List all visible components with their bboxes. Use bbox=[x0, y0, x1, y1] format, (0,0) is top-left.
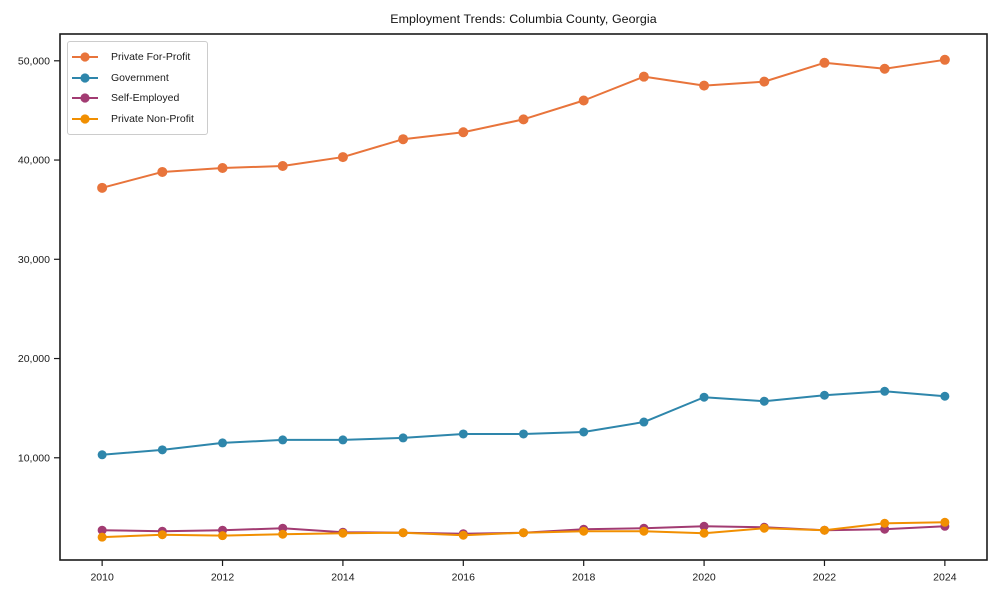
data-point bbox=[278, 435, 288, 445]
data-point bbox=[218, 531, 228, 541]
data-point bbox=[278, 529, 288, 539]
legend-item-government: Government bbox=[72, 68, 194, 89]
data-point bbox=[578, 95, 589, 106]
data-point bbox=[398, 134, 409, 145]
legend-label: Private For-Profit bbox=[111, 51, 191, 64]
plot-frame bbox=[59, 33, 988, 561]
data-point bbox=[579, 427, 589, 437]
data-point bbox=[97, 182, 108, 193]
data-point bbox=[157, 530, 167, 540]
data-point bbox=[579, 526, 589, 536]
data-point bbox=[759, 76, 770, 87]
data-point bbox=[699, 80, 710, 91]
data-point bbox=[338, 435, 348, 445]
legend-item-self-employed: Self-Employed bbox=[72, 88, 194, 109]
data-point bbox=[639, 526, 649, 536]
data-point bbox=[458, 530, 468, 540]
data-point bbox=[519, 528, 528, 538]
x-tick-label: 2010 bbox=[90, 572, 114, 584]
x-tick-label: 2024 bbox=[933, 572, 957, 584]
y-tick-label: 50,000 bbox=[18, 55, 50, 67]
data-point bbox=[518, 114, 529, 125]
y-tick-label: 40,000 bbox=[18, 155, 50, 167]
data-point bbox=[398, 433, 408, 443]
legend-label: Self-Employed bbox=[111, 92, 180, 105]
data-point bbox=[819, 525, 829, 535]
data-point bbox=[97, 525, 107, 535]
x-tick-label: 2016 bbox=[452, 572, 476, 584]
line-marker-swatch-icon bbox=[72, 52, 98, 62]
y-tick-label: 10,000 bbox=[18, 452, 50, 464]
line-marker-swatch-icon bbox=[72, 114, 98, 124]
legend-item-private-non-profit: Private Non-Profit bbox=[72, 109, 194, 130]
data-point bbox=[699, 521, 709, 531]
legend-label: Private Non-Profit bbox=[111, 112, 194, 125]
data-point bbox=[97, 450, 107, 460]
data-point bbox=[458, 429, 468, 439]
series-private-non-profit bbox=[97, 517, 950, 542]
y-tick-label: 20,000 bbox=[18, 353, 50, 365]
legend-item-private-for-profit: Private For-Profit bbox=[72, 47, 194, 68]
y-axis: 10,000 20,000 30,000 40,000 50,000 bbox=[18, 55, 60, 464]
data-point bbox=[880, 518, 890, 528]
data-point bbox=[880, 386, 890, 396]
data-point bbox=[519, 429, 528, 439]
legend-label: Government bbox=[111, 71, 169, 84]
data-point bbox=[638, 71, 649, 82]
data-point bbox=[879, 63, 890, 74]
x-tick-label: 2012 bbox=[211, 572, 235, 584]
data-point bbox=[157, 445, 167, 455]
data-point bbox=[699, 392, 709, 402]
x-tick-label: 2014 bbox=[331, 572, 355, 584]
legend: Private For-Profit Government Self-Emplo… bbox=[67, 41, 208, 135]
series-private-for-profit bbox=[97, 54, 950, 193]
data-point bbox=[458, 127, 469, 138]
x-axis: 2010 2012 2014 2016 2018 2020 2022 2024 bbox=[90, 560, 957, 584]
data-point bbox=[939, 54, 950, 65]
data-point bbox=[398, 528, 408, 538]
x-tick-label: 2022 bbox=[813, 572, 837, 584]
line-marker-swatch-icon bbox=[72, 93, 98, 103]
data-point bbox=[639, 417, 649, 427]
data-point bbox=[759, 523, 769, 533]
data-point bbox=[337, 152, 348, 163]
data-point bbox=[940, 391, 950, 401]
data-point bbox=[157, 166, 168, 177]
line-marker-swatch-icon bbox=[72, 73, 98, 83]
data-point bbox=[699, 528, 709, 538]
data-point bbox=[338, 528, 348, 538]
data-point bbox=[217, 162, 228, 173]
data-point bbox=[218, 438, 228, 448]
chart-title: Employment Trends: Columbia County, Geor… bbox=[390, 12, 657, 26]
data-point bbox=[277, 160, 288, 171]
x-tick-label: 2020 bbox=[692, 572, 716, 584]
series-government bbox=[97, 386, 950, 460]
data-point bbox=[819, 57, 830, 68]
data-point bbox=[759, 396, 769, 406]
x-tick-label: 2018 bbox=[572, 572, 596, 584]
data-point bbox=[940, 517, 950, 527]
y-tick-label: 30,000 bbox=[18, 254, 50, 266]
data-point bbox=[819, 390, 829, 400]
data-point bbox=[97, 532, 107, 542]
